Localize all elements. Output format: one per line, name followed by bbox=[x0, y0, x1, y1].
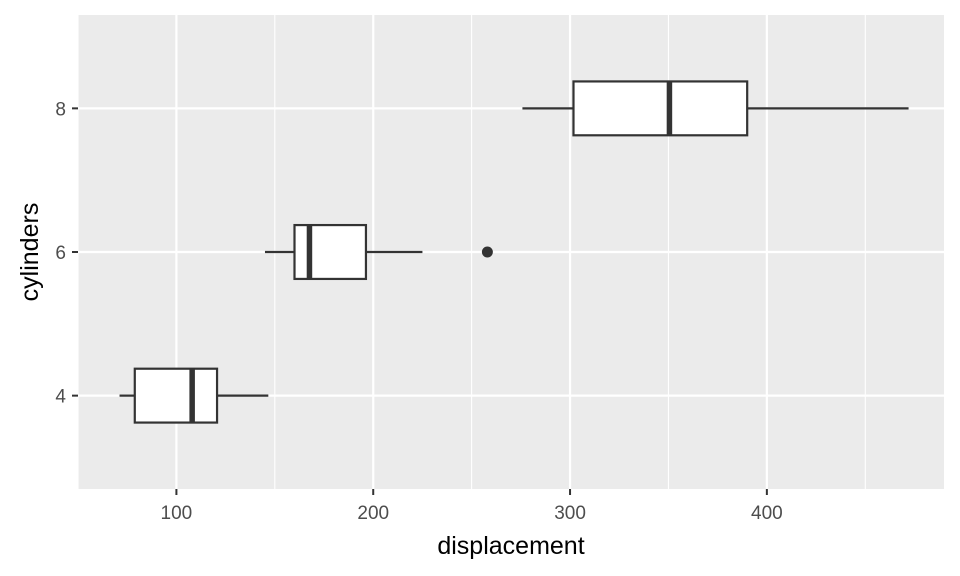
outlier-point bbox=[481, 246, 493, 258]
box-iqr bbox=[293, 223, 368, 281]
y-tick-label: 8 bbox=[55, 99, 66, 120]
x-axis-title: displacement bbox=[437, 532, 584, 560]
box-group bbox=[119, 367, 269, 424]
x-tick-label: 400 bbox=[751, 503, 783, 524]
y-tick-label: 6 bbox=[55, 243, 66, 264]
x-axis: 100 200 300 400 bbox=[161, 489, 783, 524]
boxes bbox=[119, 80, 909, 424]
box-iqr bbox=[572, 80, 749, 137]
x-tick-label: 200 bbox=[357, 503, 389, 524]
box-group bbox=[522, 80, 909, 137]
y-tick-label: 4 bbox=[55, 387, 66, 408]
y-axis-title: cylinders bbox=[16, 203, 44, 302]
box-iqr bbox=[133, 367, 219, 424]
x-tick-label: 100 bbox=[161, 503, 193, 524]
y-axis: 4 6 8 bbox=[55, 99, 78, 408]
x-tick-label: 300 bbox=[554, 503, 586, 524]
box-group bbox=[264, 223, 493, 281]
